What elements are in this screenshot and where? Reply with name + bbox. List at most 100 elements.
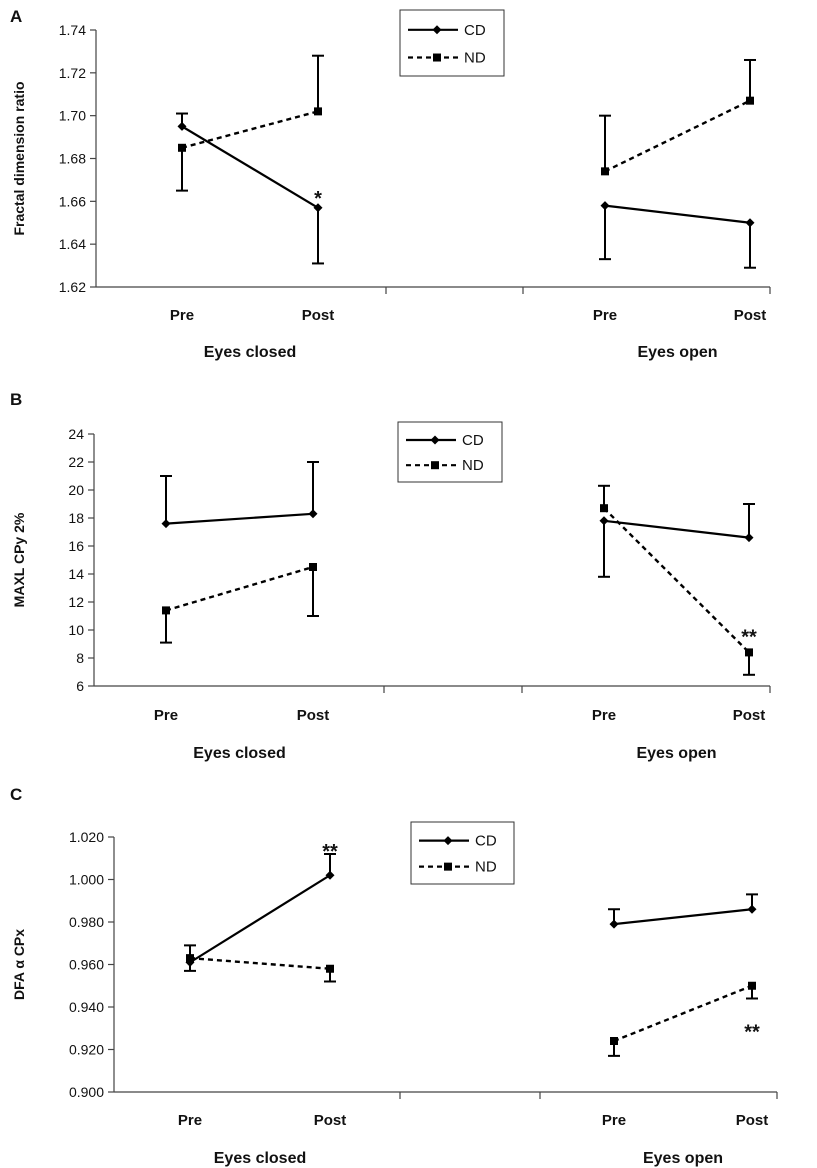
x-tick-label: Post — [297, 707, 330, 724]
panel-letter: A — [10, 7, 22, 26]
series-line — [189, 874, 331, 964]
series-line — [603, 507, 750, 654]
x-tick-label: Post — [302, 307, 335, 324]
data-point — [609, 919, 619, 929]
legend-label: ND — [464, 50, 486, 67]
data-point — [314, 107, 322, 116]
data-point — [600, 201, 610, 211]
y-tick-label: 18 — [68, 510, 84, 526]
legend-box — [397, 421, 503, 483]
significance-marker: ** — [741, 627, 757, 649]
legend-marker — [431, 461, 439, 470]
series-nd — [160, 484, 755, 676]
legend-label: ND — [475, 859, 497, 876]
y-tick-label: 14 — [68, 566, 84, 582]
y-tick-label: 1.74 — [59, 22, 86, 38]
group-label: Eyes open — [643, 1150, 723, 1167]
y-axis-label: Fractal dimension ratio — [11, 81, 27, 235]
series-nd — [184, 944, 758, 1057]
data-point — [162, 606, 170, 615]
y-axis-label: DFA α CPx — [11, 929, 27, 1000]
y-tick-label: 0.980 — [69, 914, 104, 930]
series-cd — [176, 112, 756, 269]
series-line — [604, 99, 751, 173]
group-label: Eyes closed — [193, 745, 286, 762]
data-point — [309, 563, 317, 571]
data-point — [186, 954, 194, 963]
y-tick-label: 8 — [76, 650, 84, 666]
x-tick-label: Post — [314, 1112, 347, 1129]
group-label: Eyes closed — [214, 1150, 307, 1167]
y-tick-label: 1.72 — [59, 65, 86, 81]
legend: CD ND — [410, 821, 515, 885]
y-tick-label: 0.920 — [69, 1042, 104, 1058]
data-point — [178, 143, 186, 152]
x-tick-label: Pre — [154, 707, 178, 724]
group-label: Eyes closed — [204, 344, 297, 361]
data-point — [601, 167, 609, 176]
series-line — [613, 908, 753, 926]
y-tick-label: 1.020 — [69, 829, 104, 845]
series-line — [613, 984, 753, 1043]
legend-label: ND — [462, 457, 484, 474]
group-label: Eyes open — [637, 344, 717, 361]
series-line — [603, 519, 750, 539]
x-tick-label: Post — [736, 1112, 769, 1129]
legend-marker — [430, 435, 440, 445]
y-tick-label: 6 — [76, 678, 84, 694]
series-line — [181, 110, 319, 149]
y-tick-label: 1.000 — [69, 872, 104, 888]
data-point — [747, 904, 757, 914]
x-tick-label: Pre — [592, 707, 616, 724]
series-line — [181, 125, 319, 209]
data-point — [599, 516, 609, 526]
y-tick-label: 1.70 — [59, 108, 86, 124]
data-point — [746, 96, 754, 105]
chart-panel-b: B 6 8 10 12 14 16 18 20 22 24 MAXL CPy 2% Pre Post Pre… — [10, 390, 771, 762]
y-tick-label: 20 — [68, 482, 84, 498]
panel-letter: B — [10, 390, 22, 409]
legend-marker — [444, 862, 452, 871]
x-tick-label: Pre — [170, 307, 194, 324]
series-line — [165, 565, 314, 612]
series-nd — [176, 54, 756, 192]
y-tick-label: 10 — [68, 622, 84, 638]
data-point — [161, 519, 171, 529]
data-point — [748, 981, 756, 990]
y-tick-label: 1.66 — [59, 193, 86, 209]
x-tick-label: Post — [733, 707, 766, 724]
y-tick-label: 12 — [68, 594, 84, 610]
series-line — [189, 956, 331, 970]
series-line — [604, 204, 751, 224]
legend-box — [399, 9, 505, 77]
y-tick-label: 0.940 — [69, 999, 104, 1015]
data-point — [308, 509, 318, 519]
legend-label: CD — [464, 22, 486, 39]
x-tick-label: Pre — [593, 307, 617, 324]
legend: CD ND — [399, 9, 505, 77]
significance-marker: ** — [744, 1021, 760, 1043]
chart-panel-a: A 1.62 1.64 1.66 1.68 1.70 1.72 1.74 Fractal dim… — [10, 7, 771, 361]
y-axis-label: MAXL CPy 2% — [11, 512, 27, 607]
legend: CD ND — [397, 421, 503, 483]
y-tick-label: 1.64 — [59, 236, 86, 252]
y-tick-label: 0.900 — [69, 1084, 104, 1100]
y-tick-label: 16 — [68, 538, 84, 554]
data-point — [177, 121, 187, 131]
legend-marker — [433, 53, 441, 62]
y-tick-label: 24 — [68, 426, 84, 442]
data-point — [745, 218, 755, 228]
data-point — [610, 1037, 618, 1045]
panel-letter: C — [10, 785, 22, 804]
data-point — [600, 504, 608, 513]
legend-marker — [443, 836, 453, 846]
legend-label: CD — [475, 833, 497, 850]
y-tick-label: 22 — [68, 454, 84, 470]
data-point — [745, 648, 753, 657]
legend-box — [410, 821, 515, 885]
legend-marker — [432, 25, 442, 35]
x-tick-label: Pre — [602, 1112, 626, 1129]
series-cd — [160, 461, 755, 578]
data-point — [325, 870, 335, 880]
